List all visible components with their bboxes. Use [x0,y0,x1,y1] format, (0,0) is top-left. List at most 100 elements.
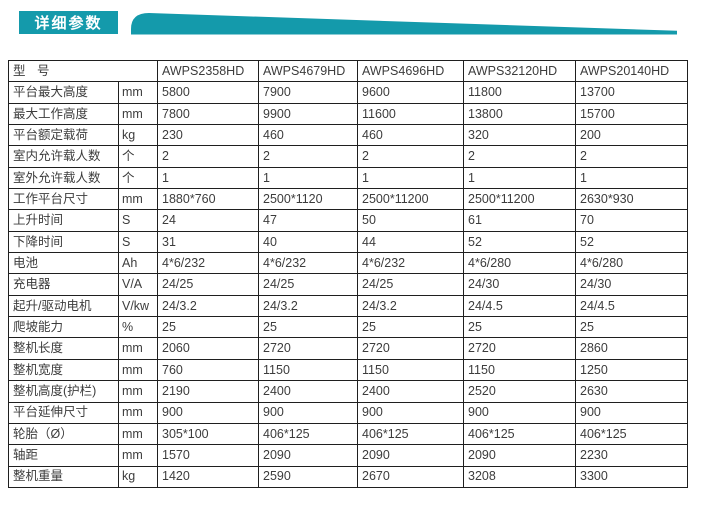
param-value: 2190 [157,380,260,403]
param-value: 70 [575,209,689,232]
param-value: 2720 [258,337,359,360]
param-value: 406*125 [357,422,465,446]
param-value: 2230 [575,444,689,467]
param-value: 4*6/232 [357,252,465,275]
param-value: 305*100 [157,422,260,446]
param-value: 13800 [463,102,577,126]
param-value: 2060 [157,337,260,360]
param-value: 24/25 [357,273,465,296]
param-label: 室外允许载人数 [8,166,119,190]
param-unit: % [117,316,159,339]
param-value: 460 [258,124,359,147]
param-value: 24 [157,209,260,232]
param-value: 200 [575,124,689,147]
param-value: 25 [157,316,260,339]
param-unit: mm [117,444,159,467]
param-value: 24/3.2 [157,294,260,318]
param-label: 电池 [8,252,119,275]
param-unit: mm [117,81,159,104]
param-value: 900 [463,401,577,424]
spec-row: 室外允许载人数个 1 1 1 1 1 [8,166,689,190]
param-value: 1420 [157,465,260,488]
param-unit: mm [117,188,159,211]
accent-bar-decoration [131,13,677,35]
param-value: 406*125 [258,422,359,446]
param-value: 2 [357,145,465,168]
param-value: 2720 [357,337,465,360]
param-value: 2090 [463,444,577,467]
param-label: 整机长度 [8,337,119,360]
spec-row: 起升/驱动电机 V/kw 24/3.2 24/3.2 24/3.2 24/4.5 24/4.… [8,294,689,318]
param-value: 25 [463,316,577,339]
param-value: 11800 [463,81,577,104]
param-value: 900 [357,401,465,424]
param-unit: Ah [117,252,159,275]
spec-row: 下降时间 S 31 40 44 52 52 [8,230,689,254]
param-value: 24/4.5 [575,294,689,318]
param-value: 40 [258,230,359,254]
param-unit: mm [117,337,159,360]
param-value: 2500*11200 [357,188,465,211]
param-label: 工作平台尺寸 [8,188,119,211]
param-unit: mm [117,358,159,382]
spec-row: 室内允许载人数个 2 2 2 2 2 [8,145,689,168]
param-value: 2500*11200 [463,188,577,211]
param-unit: S [117,230,159,254]
param-value: 31 [157,230,260,254]
param-value: 2670 [357,465,465,488]
param-value: 4*6/232 [157,252,260,275]
param-value: 1 [357,166,465,190]
param-unit: V/kw [117,294,159,318]
spec-row: 整机高度(护栏) mm 2190 2400 2400 2520 2630 [8,380,689,403]
param-value: 2860 [575,337,689,360]
param-value: 900 [575,401,689,424]
param-label: 整机高度(护栏) [8,380,119,403]
param-value: 2400 [258,380,359,403]
param-value: 50 [357,209,465,232]
param-value: 900 [157,401,260,424]
param-label: 整机宽度 [8,358,119,382]
param-unit: mm [117,380,159,403]
param-value: 1250 [575,358,689,382]
param-value: 7800 [157,102,260,126]
param-value: 24/25 [258,273,359,296]
spec-row: 充电器 V/A 24/25 24/25 24/25 24/30 24/30 [8,273,689,296]
model-header-label: 型 号 [7,59,159,83]
param-value: 47 [258,209,359,232]
param-unit: S [117,209,159,232]
param-label: 平台延伸尺寸 [8,401,119,424]
spec-row: 电池 Ah 4*6/232 4*6/232 4*6/232 4*6/280 4*6/280 [8,252,689,275]
spec-row: 整机宽度 mm 760 1150 1150 1150 1250 [8,358,689,382]
model-header-awps4679hd: AWPS4679HD [258,59,359,83]
param-value: 2090 [258,444,359,467]
param-value: 4*6/280 [575,252,689,275]
param-value: 2590 [258,465,359,488]
param-label: 轮胎（Ø） [8,422,119,446]
param-value: 11600 [357,102,465,126]
param-label: 轴距 [8,444,119,467]
param-value: 2400 [357,380,465,403]
param-value: 5800 [157,81,260,104]
param-value: 24/3.2 [258,294,359,318]
param-value: 4*6/232 [258,252,359,275]
param-value: 3300 [575,465,689,488]
param-label: 下降时间 [8,230,119,254]
param-value: 4*6/280 [463,252,577,275]
param-unit: mm [117,401,159,424]
param-label: 充电器 [8,273,119,296]
spec-row: 爬坡能力% 25 25 25 25 25 [8,316,689,339]
param-value: 320 [463,124,577,147]
spec-row: 轴距 mm 1570 2090 2090 2090 2230 [8,444,689,467]
param-value: 1880*760 [157,188,260,211]
param-unit: mm [117,422,159,446]
param-value: 2 [258,145,359,168]
param-value: 24/30 [463,273,577,296]
param-unit: 个 [117,145,159,168]
param-value: 2720 [463,337,577,360]
param-label: 平台额定载荷 [8,124,119,147]
param-value: 2 [575,145,689,168]
param-value: 2090 [357,444,465,467]
param-value: 406*125 [575,422,689,446]
param-unit: V/A [117,273,159,296]
param-value: 1 [157,166,260,190]
